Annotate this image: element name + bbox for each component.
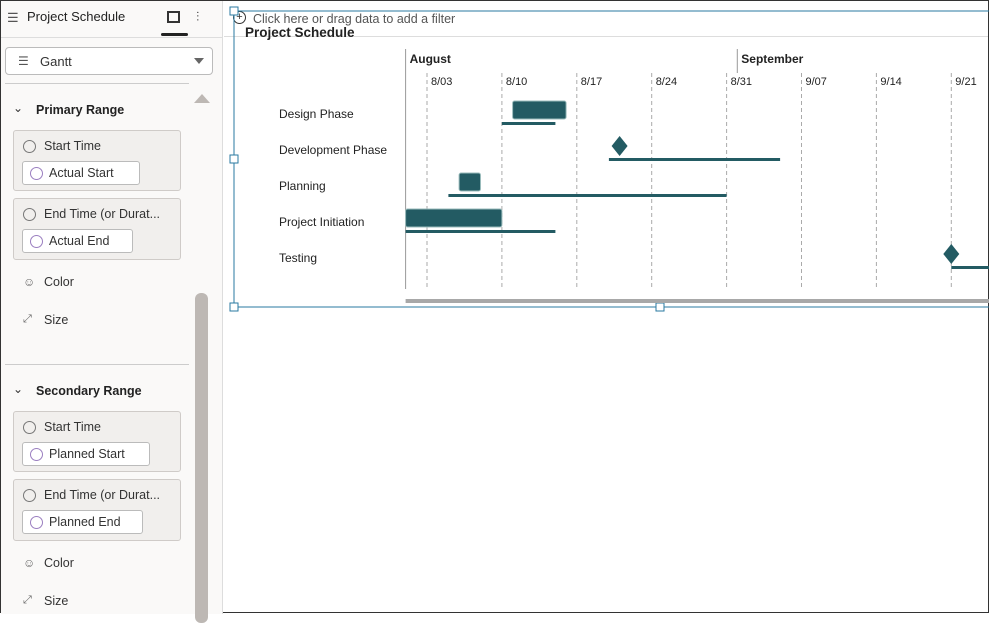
clock-icon [30,235,43,248]
pill-label: Actual End [49,234,110,248]
planned-bar [405,230,556,233]
tick-label: 8/03 [431,76,452,88]
task-label: Planning [279,179,326,193]
pill-label: Actual Start [49,166,114,180]
tick-label: 8/10 [506,76,527,88]
pill-label: Planned End [49,515,121,529]
gantt-chart[interactable]: Project Schedule August September 8/03 8/10 8… [224,1,989,578]
tab-indicator [161,33,188,36]
chart-title: Project Schedule [245,25,355,40]
resize-handle [229,6,239,16]
planned-bar [608,158,781,161]
color-dropzone[interactable]: Color [44,275,74,289]
horizontal-scrollbar[interactable] [405,299,989,303]
chart-type-select[interactable]: ☰ Gantt [5,47,213,75]
scrollbar-thumb[interactable] [195,293,208,623]
tick-label: 9/14 [880,76,901,88]
tick-label: 8/17 [581,76,602,88]
end-time-dropzone[interactable]: End Time (or Durat... Actual End [13,198,181,260]
month-label: August [410,52,451,66]
filter-placeholder[interactable]: Click here or drag data to add a filter [253,12,456,26]
gantt-icon: ☰ [7,10,19,25]
sidebar-title: Project Schedule [27,9,126,24]
task-label: Design Phase [279,107,354,121]
collapse-icon[interactable]: ⌄ [13,382,24,396]
planned-bar [448,194,727,197]
clock-icon [23,489,36,502]
filter-bar[interactable]: + Click here or drag data to add a filte… [224,1,988,37]
start-time-label: Start Time [44,420,101,434]
gantt-icon: ☰ [18,54,29,68]
palette-icon: ☺ [23,556,36,570]
clock-icon [23,140,36,153]
milestone-diamond [611,136,628,156]
actual-bar [512,100,567,120]
clock-icon [23,421,36,434]
chevron-down-icon [194,58,204,69]
canvas: + Click here or drag data to add a filte… [224,1,989,612]
resize-handle [655,302,665,312]
secondary-range-heading: Secondary Range [36,384,142,398]
resize-handle [229,302,239,312]
grammar-tab-icon[interactable] [167,11,180,23]
tick-label: 8/31 [731,76,752,88]
pill-label: Planned Start [49,447,125,461]
milestone-diamond [943,244,960,264]
actual-bar [405,208,503,228]
tick-label: 9/07 [806,76,827,88]
actual-start-pill[interactable]: Actual Start [22,161,140,185]
sidebar: ☰ Project Schedule ⫶ ☰ Gantt ⌄ Primary R… [1,1,223,623]
task-label: Project Initiation [279,215,364,229]
planned-bar [501,122,556,125]
palette-icon: ☺ [23,275,36,289]
clock-icon [30,167,43,180]
tick-label: 8/24 [656,76,677,88]
task-label: Testing [279,251,317,265]
start-time-label: Start Time [44,139,101,153]
start-time-dropzone[interactable]: Start Time Planned Start [13,411,181,472]
size-dropzone[interactable]: Size [44,594,69,608]
task-label: Development Phase [279,143,387,157]
properties-tab-icon[interactable]: ⫶ [196,9,200,24]
planned-bar [951,266,989,269]
start-time-dropzone[interactable]: Start Time Actual Start [13,130,181,191]
end-time-label: End Time (or Durat... [44,207,161,221]
planned-end-pill[interactable]: Planned End [22,510,143,534]
end-time-dropzone[interactable]: End Time (or Durat... Planned End [13,479,181,541]
end-time-label: End Time (or Durat... [44,488,161,502]
color-dropzone[interactable]: Color [44,556,74,570]
resize-icon: ⤢ [23,594,32,606]
resize-icon: ⤢ [23,313,32,325]
primary-range-heading: Primary Range [36,103,125,117]
chart-type-value: Gantt [40,54,72,69]
clock-icon [30,448,43,461]
size-dropzone[interactable]: Size [44,313,69,327]
resize-handle [229,154,239,164]
actual-bar [458,172,482,192]
actual-end-pill[interactable]: Actual End [22,229,133,253]
scroll-up-icon[interactable] [194,94,210,103]
tick-label: 9/21 [955,76,976,88]
month-label: September [741,52,803,66]
clock-icon [30,516,43,529]
clock-icon [23,208,36,221]
planned-start-pill[interactable]: Planned Start [22,442,150,466]
collapse-icon[interactable]: ⌄ [13,101,24,115]
